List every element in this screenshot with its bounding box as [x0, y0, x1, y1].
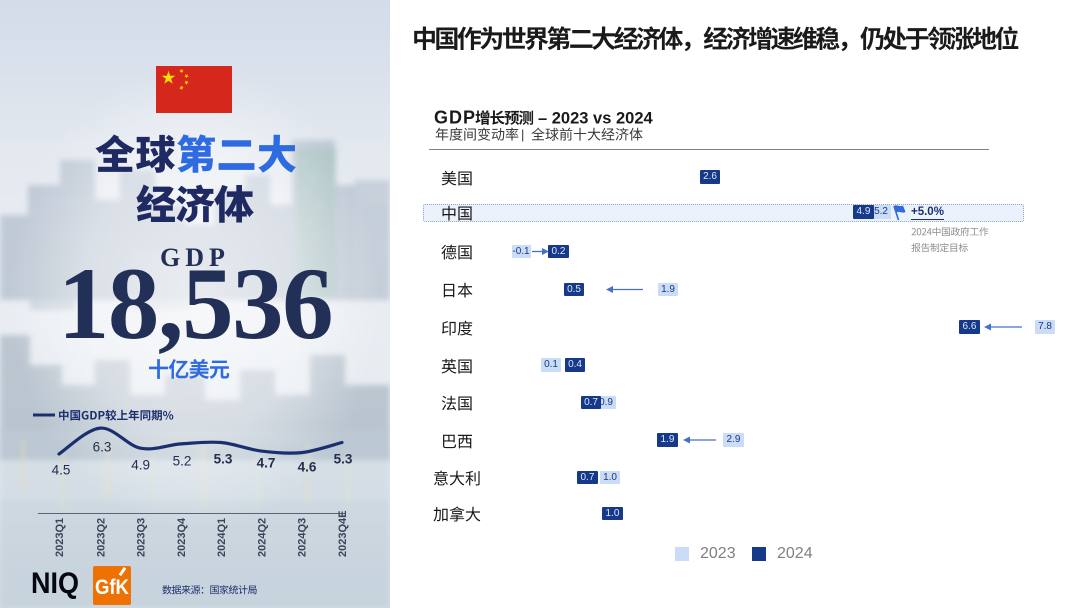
svg-text:5.2: 5.2 [173, 454, 192, 469]
svg-text:2023Q4E: 2023Q4E [337, 511, 349, 557]
svg-text:2023Q1: 2023Q1 [54, 518, 66, 557]
svg-text:5.3: 5.3 [334, 452, 353, 467]
svg-text:|: | [521, 127, 524, 142]
svg-text:4.7: 4.7 [257, 456, 276, 471]
svg-text:2023Q4: 2023Q4 [176, 517, 188, 557]
svg-text:– 2023 vs 2024: – 2023 vs 2024 [538, 110, 654, 128]
svg-text:GDP: GDP [434, 108, 476, 128]
svg-text:2024Q1: 2024Q1 [216, 518, 228, 557]
svg-text:2023Q2: 2023Q2 [95, 518, 107, 557]
svg-text:6.3: 6.3 [93, 440, 112, 455]
svg-text:4.5: 4.5 [52, 463, 71, 478]
svg-text:4.6: 4.6 [298, 460, 317, 475]
svg-text:4.9: 4.9 [131, 458, 150, 473]
svg-text:5.3: 5.3 [214, 452, 233, 467]
svg-text:2023Q3: 2023Q3 [136, 518, 148, 557]
svg-text:2024Q2: 2024Q2 [256, 518, 268, 557]
svg-text:2024Q3: 2024Q3 [297, 518, 309, 557]
